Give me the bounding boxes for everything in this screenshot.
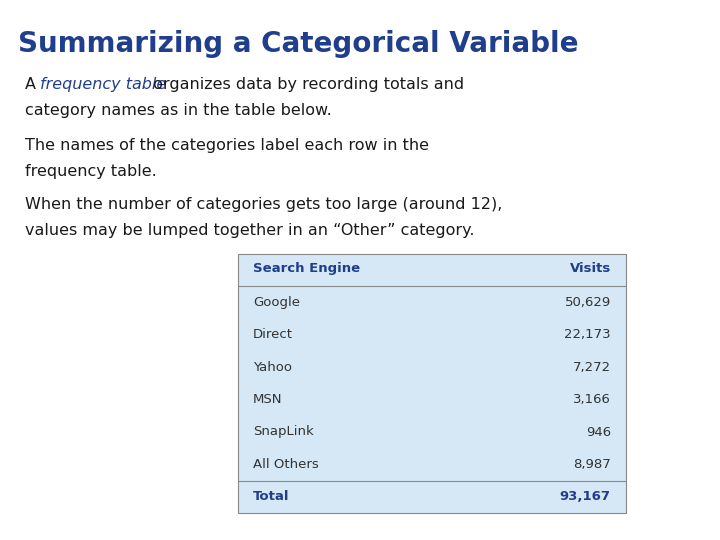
Text: 7,272: 7,272	[572, 361, 611, 374]
Text: When the number of categories gets too large (around 12),: When the number of categories gets too l…	[25, 197, 503, 212]
Text: 50,629: 50,629	[564, 296, 611, 309]
Text: frequency table.: frequency table.	[25, 164, 157, 179]
Text: values may be lumped together in an “Other” category.: values may be lumped together in an “Oth…	[25, 223, 474, 238]
Text: 93,167: 93,167	[560, 490, 611, 503]
Text: All Others: All Others	[253, 458, 319, 471]
Text: 946: 946	[586, 426, 611, 438]
Text: Yahoo: Yahoo	[253, 361, 292, 374]
Text: Google: Google	[253, 296, 300, 309]
Text: MSN: MSN	[253, 393, 283, 406]
Text: 3,166: 3,166	[573, 393, 611, 406]
Text: frequency table: frequency table	[40, 77, 166, 92]
Text: A: A	[25, 77, 41, 92]
Text: The names of the categories label each row in the: The names of the categories label each r…	[25, 138, 429, 153]
Text: 22,173: 22,173	[564, 328, 611, 341]
Text: Direct: Direct	[253, 328, 293, 341]
Text: organizes data by recording totals and: organizes data by recording totals and	[148, 77, 464, 92]
Text: SnapLink: SnapLink	[253, 426, 314, 438]
Text: Search Engine: Search Engine	[253, 262, 360, 275]
Text: Summarizing a Categorical Variable: Summarizing a Categorical Variable	[18, 30, 578, 58]
Text: Total: Total	[253, 490, 289, 503]
Text: 8,987: 8,987	[573, 458, 611, 471]
Text: category names as in the table below.: category names as in the table below.	[25, 103, 332, 118]
Text: Visits: Visits	[570, 262, 611, 275]
